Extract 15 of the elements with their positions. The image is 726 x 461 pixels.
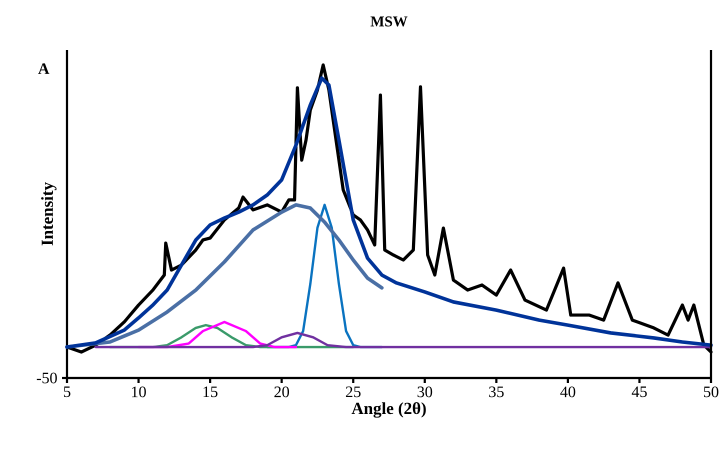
x-tick-label: 5	[64, 386, 70, 398]
x-tick-label: 40	[560, 386, 576, 398]
x-tick-label: 10	[132, 386, 146, 398]
text: A	[38, 63, 50, 74]
x-tick-label: 30	[418, 386, 432, 398]
chart-title: MSW	[370, 16, 408, 27]
x-tick-label: 20	[274, 386, 290, 398]
x-tick-label: 45	[632, 386, 647, 398]
x-tick-label: 35	[489, 386, 504, 398]
x-tick-label: 15	[204, 386, 218, 398]
x-tick-label: 50	[704, 386, 718, 398]
text: -50	[36, 372, 57, 384]
y-axis-title: Intensity	[41, 182, 57, 246]
x-axis-title: Angle (2θ)	[352, 402, 426, 418]
x-tick-label: 25	[346, 386, 361, 398]
